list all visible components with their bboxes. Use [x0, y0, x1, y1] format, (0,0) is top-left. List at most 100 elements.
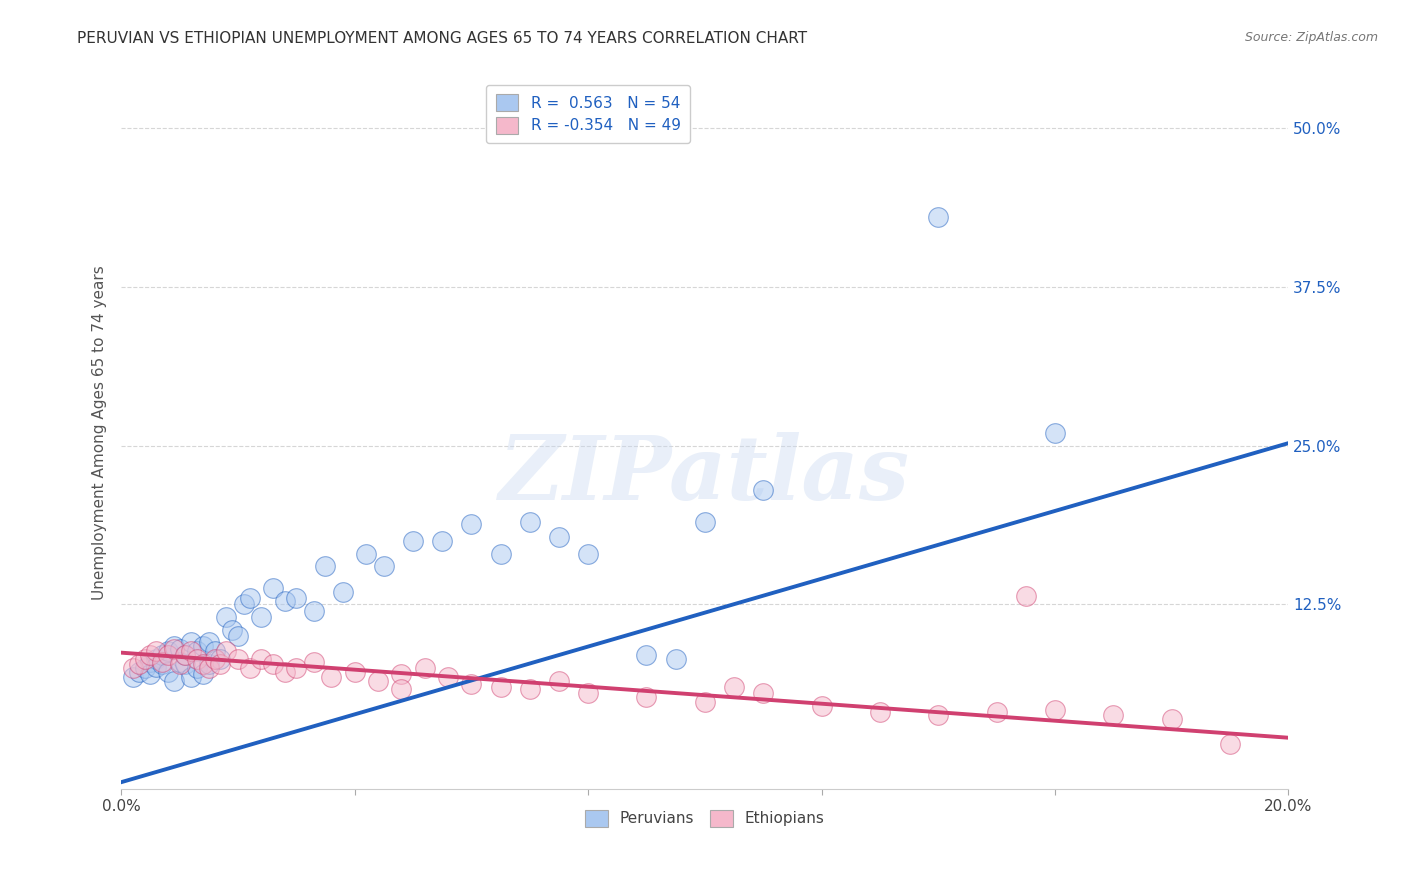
- Point: [402, 533, 425, 548]
- Point: [150, 648, 173, 663]
- Point: [174, 648, 197, 663]
- Point: [122, 670, 145, 684]
- Point: [174, 657, 197, 671]
- Point: [163, 640, 186, 654]
- Point: [519, 515, 541, 529]
- Point: [145, 652, 167, 666]
- Point: [204, 644, 226, 658]
- Point: [1043, 703, 1066, 717]
- Point: [1043, 425, 1066, 440]
- Point: [180, 644, 202, 658]
- Point: [139, 667, 162, 681]
- Point: [302, 604, 325, 618]
- Point: [273, 665, 295, 679]
- Point: [215, 610, 238, 624]
- Point: [489, 680, 512, 694]
- Point: [576, 686, 599, 700]
- Point: [122, 661, 145, 675]
- Point: [226, 629, 249, 643]
- Point: [150, 655, 173, 669]
- Point: [302, 655, 325, 669]
- Point: [437, 670, 460, 684]
- Point: [186, 661, 208, 675]
- Point: [548, 530, 571, 544]
- Point: [332, 584, 354, 599]
- Point: [156, 665, 179, 679]
- Point: [356, 547, 378, 561]
- Point: [262, 581, 284, 595]
- Point: [169, 655, 191, 669]
- Point: [209, 657, 232, 671]
- Point: [204, 652, 226, 666]
- Point: [432, 533, 454, 548]
- Point: [180, 670, 202, 684]
- Point: [169, 641, 191, 656]
- Point: [723, 680, 745, 694]
- Point: [174, 648, 197, 663]
- Point: [314, 559, 336, 574]
- Point: [489, 547, 512, 561]
- Point: [128, 665, 150, 679]
- Point: [636, 690, 658, 705]
- Point: [191, 667, 214, 681]
- Point: [134, 652, 156, 666]
- Point: [156, 644, 179, 658]
- Point: [145, 644, 167, 658]
- Point: [180, 635, 202, 649]
- Point: [273, 593, 295, 607]
- Point: [389, 667, 412, 681]
- Point: [869, 706, 891, 720]
- Point: [413, 661, 436, 675]
- Point: [128, 657, 150, 671]
- Point: [285, 591, 308, 605]
- Point: [460, 677, 482, 691]
- Point: [191, 640, 214, 654]
- Text: PERUVIAN VS ETHIOPIAN UNEMPLOYMENT AMONG AGES 65 TO 74 YEARS CORRELATION CHART: PERUVIAN VS ETHIOPIAN UNEMPLOYMENT AMONG…: [77, 31, 807, 46]
- Point: [134, 661, 156, 675]
- Point: [1015, 589, 1038, 603]
- Point: [197, 635, 219, 649]
- Point: [197, 661, 219, 675]
- Point: [139, 655, 162, 669]
- Point: [197, 657, 219, 671]
- Point: [986, 706, 1008, 720]
- Point: [215, 644, 238, 658]
- Point: [752, 686, 775, 700]
- Point: [927, 707, 949, 722]
- Point: [169, 657, 191, 671]
- Point: [1160, 712, 1182, 726]
- Point: [186, 644, 208, 658]
- Point: [460, 517, 482, 532]
- Point: [548, 673, 571, 688]
- Point: [343, 665, 366, 679]
- Point: [186, 652, 208, 666]
- Point: [250, 610, 273, 624]
- Point: [239, 591, 262, 605]
- Point: [519, 682, 541, 697]
- Point: [752, 483, 775, 497]
- Legend: Peruvians, Ethiopians: Peruvians, Ethiopians: [578, 802, 832, 834]
- Point: [163, 673, 186, 688]
- Point: [367, 673, 389, 688]
- Point: [636, 648, 658, 663]
- Point: [262, 657, 284, 671]
- Point: [665, 652, 688, 666]
- Point: [1219, 737, 1241, 751]
- Text: ZIPatlas: ZIPatlas: [499, 433, 910, 519]
- Point: [576, 547, 599, 561]
- Point: [163, 641, 186, 656]
- Point: [693, 695, 716, 709]
- Text: Source: ZipAtlas.com: Source: ZipAtlas.com: [1244, 31, 1378, 45]
- Point: [321, 670, 343, 684]
- Point: [1102, 707, 1125, 722]
- Point: [250, 652, 273, 666]
- Point: [927, 210, 949, 224]
- Point: [693, 515, 716, 529]
- Point: [191, 657, 214, 671]
- Point: [139, 648, 162, 663]
- Point: [389, 682, 412, 697]
- Point: [373, 559, 395, 574]
- Point: [810, 698, 832, 713]
- Point: [239, 661, 262, 675]
- Point: [226, 652, 249, 666]
